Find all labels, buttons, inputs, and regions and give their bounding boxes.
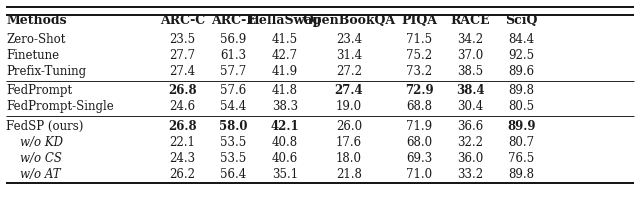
Text: SciQ: SciQ bbox=[506, 14, 538, 27]
Text: ARC-E: ARC-E bbox=[211, 14, 256, 27]
Text: 26.8: 26.8 bbox=[168, 120, 196, 133]
Text: 27.7: 27.7 bbox=[170, 49, 195, 62]
Text: 41.9: 41.9 bbox=[272, 65, 298, 78]
Text: 18.0: 18.0 bbox=[336, 152, 362, 165]
Text: 89.8: 89.8 bbox=[509, 84, 534, 97]
Text: 92.5: 92.5 bbox=[509, 49, 534, 62]
Text: 38.3: 38.3 bbox=[272, 100, 298, 113]
Text: 57.6: 57.6 bbox=[220, 84, 247, 97]
Text: ARC-C: ARC-C bbox=[160, 14, 205, 27]
Text: HellaSwag: HellaSwag bbox=[248, 14, 322, 27]
Text: 35.1: 35.1 bbox=[272, 168, 298, 181]
Text: 27.4: 27.4 bbox=[335, 84, 363, 97]
Text: 36.0: 36.0 bbox=[457, 152, 484, 165]
Text: 89.9: 89.9 bbox=[508, 120, 536, 133]
Text: 40.8: 40.8 bbox=[272, 136, 298, 149]
Text: 36.6: 36.6 bbox=[457, 120, 484, 133]
Text: 56.4: 56.4 bbox=[220, 168, 247, 181]
Text: 27.2: 27.2 bbox=[336, 65, 362, 78]
Text: 19.0: 19.0 bbox=[336, 100, 362, 113]
Text: FedPrompt: FedPrompt bbox=[6, 84, 72, 97]
Text: 38.5: 38.5 bbox=[458, 65, 483, 78]
Text: RACE: RACE bbox=[451, 14, 490, 27]
Text: PIQA: PIQA bbox=[401, 14, 437, 27]
Text: 34.2: 34.2 bbox=[458, 33, 483, 46]
Text: 26.2: 26.2 bbox=[170, 168, 195, 181]
Text: 42.1: 42.1 bbox=[271, 120, 299, 133]
Text: 41.5: 41.5 bbox=[272, 33, 298, 46]
Text: 89.8: 89.8 bbox=[509, 168, 534, 181]
Text: 68.0: 68.0 bbox=[406, 136, 432, 149]
Text: 76.5: 76.5 bbox=[508, 152, 535, 165]
Text: 24.3: 24.3 bbox=[170, 152, 195, 165]
Text: 33.2: 33.2 bbox=[458, 168, 483, 181]
Text: 23.5: 23.5 bbox=[170, 33, 195, 46]
Text: 22.1: 22.1 bbox=[170, 136, 195, 149]
Text: 31.4: 31.4 bbox=[336, 49, 362, 62]
Text: Finetune: Finetune bbox=[6, 49, 60, 62]
Text: 26.8: 26.8 bbox=[168, 84, 196, 97]
Text: 56.9: 56.9 bbox=[220, 33, 247, 46]
Text: 27.4: 27.4 bbox=[170, 65, 195, 78]
Text: 24.6: 24.6 bbox=[170, 100, 195, 113]
Text: 53.5: 53.5 bbox=[220, 152, 247, 165]
Text: 61.3: 61.3 bbox=[221, 49, 246, 62]
Text: 57.7: 57.7 bbox=[220, 65, 247, 78]
Text: w/o CS: w/o CS bbox=[20, 152, 62, 165]
Text: Prefix-Tuning: Prefix-Tuning bbox=[6, 65, 86, 78]
Text: 80.7: 80.7 bbox=[509, 136, 534, 149]
Text: 41.8: 41.8 bbox=[272, 84, 298, 97]
Text: 40.6: 40.6 bbox=[271, 152, 298, 165]
Text: 69.3: 69.3 bbox=[406, 152, 433, 165]
Text: 71.9: 71.9 bbox=[406, 120, 432, 133]
Text: FedPrompt-Single: FedPrompt-Single bbox=[6, 100, 114, 113]
Text: 68.8: 68.8 bbox=[406, 100, 432, 113]
Text: 38.4: 38.4 bbox=[456, 84, 484, 97]
Text: 26.0: 26.0 bbox=[336, 120, 362, 133]
Text: 72.9: 72.9 bbox=[405, 84, 433, 97]
Text: FedSP (ours): FedSP (ours) bbox=[6, 120, 84, 133]
Text: 54.4: 54.4 bbox=[220, 100, 247, 113]
Text: 17.6: 17.6 bbox=[336, 136, 362, 149]
Text: 21.8: 21.8 bbox=[336, 168, 362, 181]
Text: 53.5: 53.5 bbox=[220, 136, 247, 149]
Text: 42.7: 42.7 bbox=[272, 49, 298, 62]
Text: w/o KD: w/o KD bbox=[20, 136, 63, 149]
Text: Methods: Methods bbox=[6, 14, 67, 27]
Text: 23.4: 23.4 bbox=[336, 33, 362, 46]
Text: 71.0: 71.0 bbox=[406, 168, 432, 181]
Text: 80.5: 80.5 bbox=[509, 100, 534, 113]
Text: 73.2: 73.2 bbox=[406, 65, 432, 78]
Text: 30.4: 30.4 bbox=[457, 100, 484, 113]
Text: 37.0: 37.0 bbox=[457, 49, 484, 62]
Text: 75.2: 75.2 bbox=[406, 49, 432, 62]
Text: 32.2: 32.2 bbox=[458, 136, 483, 149]
Text: OpenBookQA: OpenBookQA bbox=[302, 14, 396, 27]
Text: 58.0: 58.0 bbox=[220, 120, 248, 133]
Text: w/o AT: w/o AT bbox=[20, 168, 61, 181]
Text: 84.4: 84.4 bbox=[509, 33, 534, 46]
Text: Zero-Shot: Zero-Shot bbox=[6, 33, 66, 46]
Text: 71.5: 71.5 bbox=[406, 33, 432, 46]
Text: 89.6: 89.6 bbox=[509, 65, 534, 78]
